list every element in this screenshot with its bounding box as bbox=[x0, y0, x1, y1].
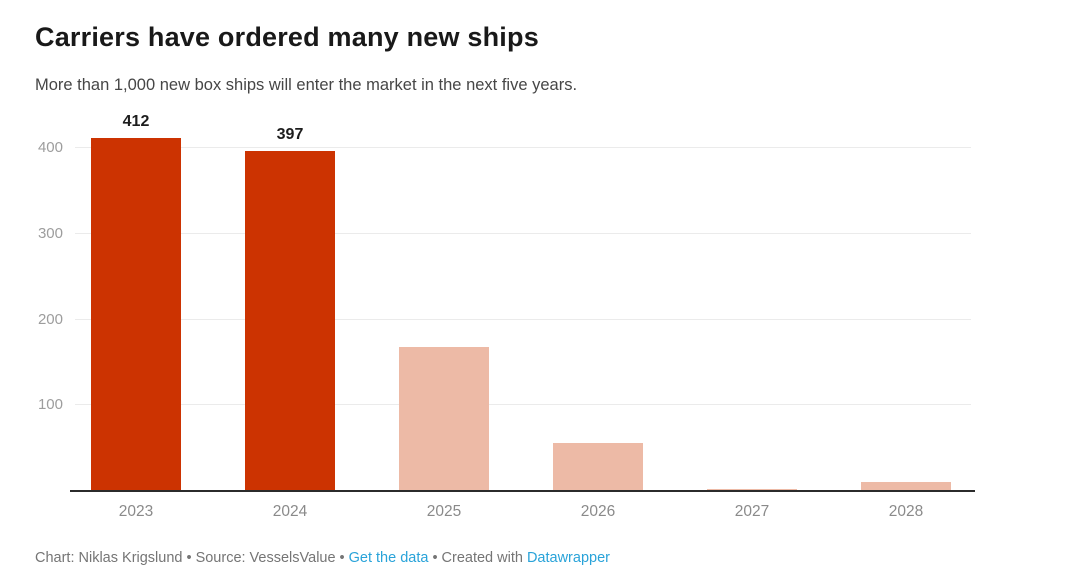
x-axis-baseline bbox=[70, 490, 975, 492]
footer-created-with: Created with bbox=[441, 550, 523, 566]
y-axis-tick-label-100: 100 bbox=[37, 396, 63, 414]
footer-credit: Chart: Niklas Krigslund bbox=[35, 550, 183, 566]
chart-title: Carriers have ordered many new ships bbox=[35, 22, 539, 52]
gridline-200 bbox=[75, 318, 971, 320]
x-axis-label-2026: 2026 bbox=[580, 503, 616, 520]
footer-separator: • bbox=[186, 550, 192, 566]
bar-value-label-2023: 412 bbox=[122, 112, 150, 130]
x-axis-label-2025: 2025 bbox=[426, 503, 462, 520]
datawrapper-link[interactable]: Datawrapper bbox=[526, 550, 610, 566]
plot-area: 100 200 300 400 412 397 bbox=[38, 107, 985, 492]
x-axis-label-2028: 2028 bbox=[888, 503, 924, 520]
footer-source: Source: VesselsValue bbox=[195, 550, 336, 566]
y-axis-tick-label-200: 200 bbox=[37, 310, 63, 328]
bar-2028[interactable] bbox=[861, 482, 951, 491]
y-axis-tick-label-400: 400 bbox=[37, 139, 63, 157]
bar-2026[interactable] bbox=[553, 443, 643, 491]
gridline-100 bbox=[75, 404, 971, 406]
footer-separator: • bbox=[339, 550, 345, 566]
gridline-300 bbox=[75, 232, 971, 234]
x-axis-label-2023: 2023 bbox=[118, 503, 154, 520]
bar-2025[interactable] bbox=[399, 347, 489, 491]
x-axis-label-2024: 2024 bbox=[272, 503, 308, 520]
footer-separator: • bbox=[432, 550, 438, 566]
x-axis-label-2027: 2027 bbox=[734, 503, 770, 520]
bar-2023[interactable] bbox=[91, 137, 181, 491]
footer: Chart: Niklas Krigslund • Source: VesselsV… bbox=[35, 550, 610, 566]
gridline-400 bbox=[75, 147, 971, 149]
chart-subtitle: More than 1,000 new box ships will enter… bbox=[35, 76, 578, 94]
get-the-data-link[interactable]: Get the data bbox=[348, 550, 429, 566]
y-axis-tick-label-300: 300 bbox=[37, 224, 63, 242]
bar-2024[interactable] bbox=[245, 150, 335, 491]
x-axis-labels-row: 2023 2024 2025 2026 2027 2028 bbox=[59, 502, 985, 524]
bar-value-label-2024: 397 bbox=[276, 125, 304, 143]
